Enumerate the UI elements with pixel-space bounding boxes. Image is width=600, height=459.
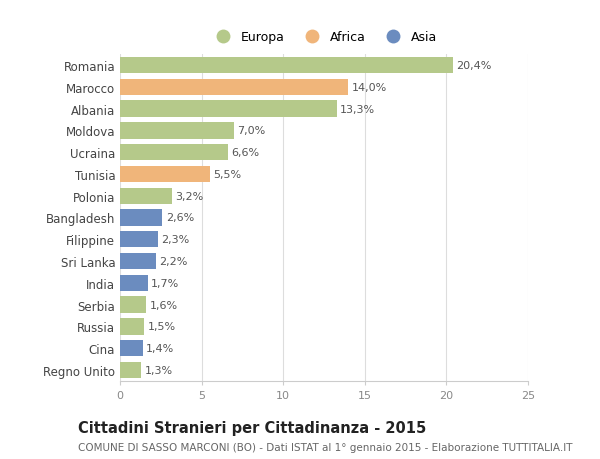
Text: COMUNE DI SASSO MARCONI (BO) - Dati ISTAT al 1° gennaio 2015 - Elaborazione TUTT: COMUNE DI SASSO MARCONI (BO) - Dati ISTA… [78,442,572,452]
Text: 6,6%: 6,6% [231,148,259,158]
Text: 14,0%: 14,0% [352,83,387,93]
Bar [120,123,234,139]
Bar [120,145,228,161]
Bar [120,101,337,118]
Bar [120,275,148,291]
Bar [120,297,146,313]
Text: 5,5%: 5,5% [213,169,241,179]
Text: 2,6%: 2,6% [166,213,194,223]
Text: 1,5%: 1,5% [148,322,176,332]
Text: 1,4%: 1,4% [146,343,175,353]
Bar [120,253,156,269]
Bar [120,167,210,183]
Bar [120,340,143,357]
Bar [120,188,172,204]
Text: 2,2%: 2,2% [159,257,188,267]
Bar [120,319,145,335]
Bar [120,58,453,74]
Text: 2,3%: 2,3% [161,235,189,245]
Bar [120,362,141,378]
Legend: Europa, Africa, Asia: Europa, Africa, Asia [208,29,439,47]
Text: 13,3%: 13,3% [340,104,376,114]
Text: 1,3%: 1,3% [145,365,173,375]
Bar [120,232,158,248]
Text: 1,7%: 1,7% [151,278,179,288]
Text: 7,0%: 7,0% [238,126,266,136]
Bar [120,210,163,226]
Bar [120,79,349,96]
Text: 3,2%: 3,2% [175,191,204,202]
Text: 20,4%: 20,4% [456,61,491,71]
Text: Cittadini Stranieri per Cittadinanza - 2015: Cittadini Stranieri per Cittadinanza - 2… [78,420,426,435]
Text: 1,6%: 1,6% [149,300,178,310]
